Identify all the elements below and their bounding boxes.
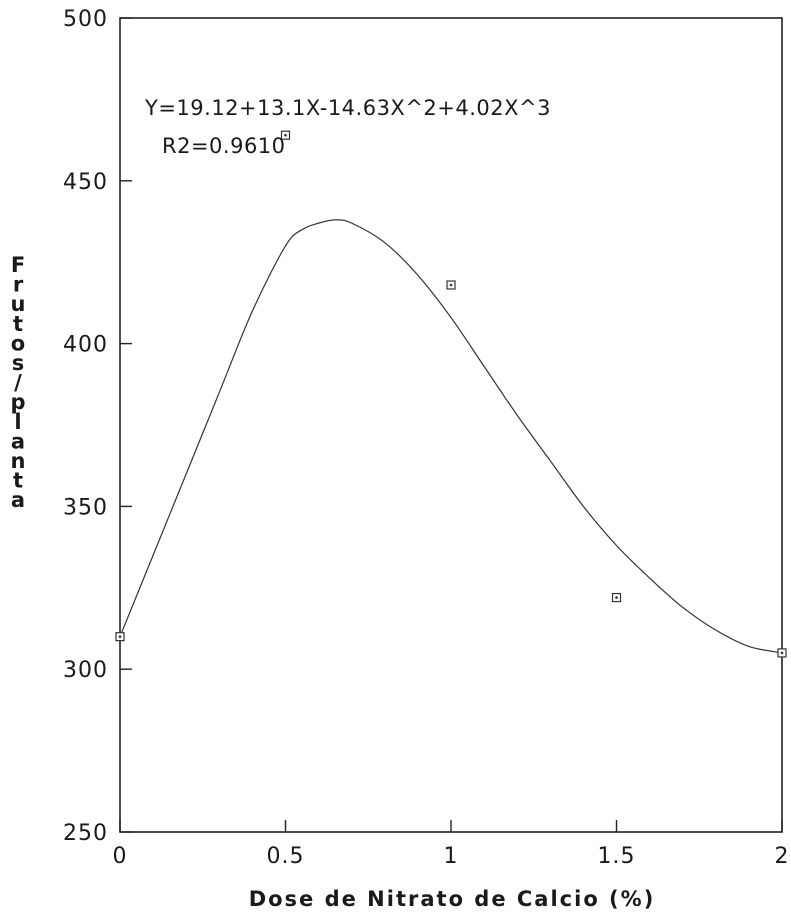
x-tick-label: 1 xyxy=(444,844,459,869)
y-tick-label: 400 xyxy=(63,333,108,358)
r2-annotation: R2=0.9610 xyxy=(162,134,286,158)
y-axis-title-char: s xyxy=(12,351,25,375)
y-axis-title-char: t xyxy=(13,312,23,336)
equation-annotation: Y=19.12+13.1X-14.63X^2+4.02X^3 xyxy=(144,96,551,120)
y-axis-title-char: r xyxy=(13,273,24,297)
x-tick-label: 1.5 xyxy=(598,844,636,869)
x-axis-title: Dose de Nitrato de Calcio (%) xyxy=(249,887,656,911)
y-axis-title-char: / xyxy=(14,371,22,395)
y-tick-label: 500 xyxy=(63,7,108,32)
x-tick-label: 2 xyxy=(775,844,790,869)
y-tick-label: 250 xyxy=(63,821,108,846)
x-tick-label: 0.5 xyxy=(267,844,305,869)
data-point-center xyxy=(284,133,287,137)
y-axis-title-char: a xyxy=(11,429,25,453)
data-point-center xyxy=(615,596,618,599)
y-axis-title-char: a xyxy=(11,488,25,512)
data-point-center xyxy=(449,283,453,287)
x-tick-label: 0 xyxy=(113,844,128,869)
y-axis-title-char: o xyxy=(11,331,25,355)
y-axis-title-char: F xyxy=(11,253,25,277)
y-axis-title-char: u xyxy=(11,292,26,316)
y-axis-title-char: n xyxy=(11,449,26,473)
y-axis-title-char: l xyxy=(14,410,21,434)
y-axis-title-char: t xyxy=(13,469,23,493)
fitted-curve xyxy=(119,219,783,654)
y-tick-label: 450 xyxy=(63,170,108,195)
data-point-center xyxy=(118,635,122,638)
data-point-center xyxy=(780,651,784,655)
y-axis-title-char: p xyxy=(10,390,25,414)
y-tick-label: 300 xyxy=(63,658,108,683)
y-tick-label: 350 xyxy=(63,495,108,520)
